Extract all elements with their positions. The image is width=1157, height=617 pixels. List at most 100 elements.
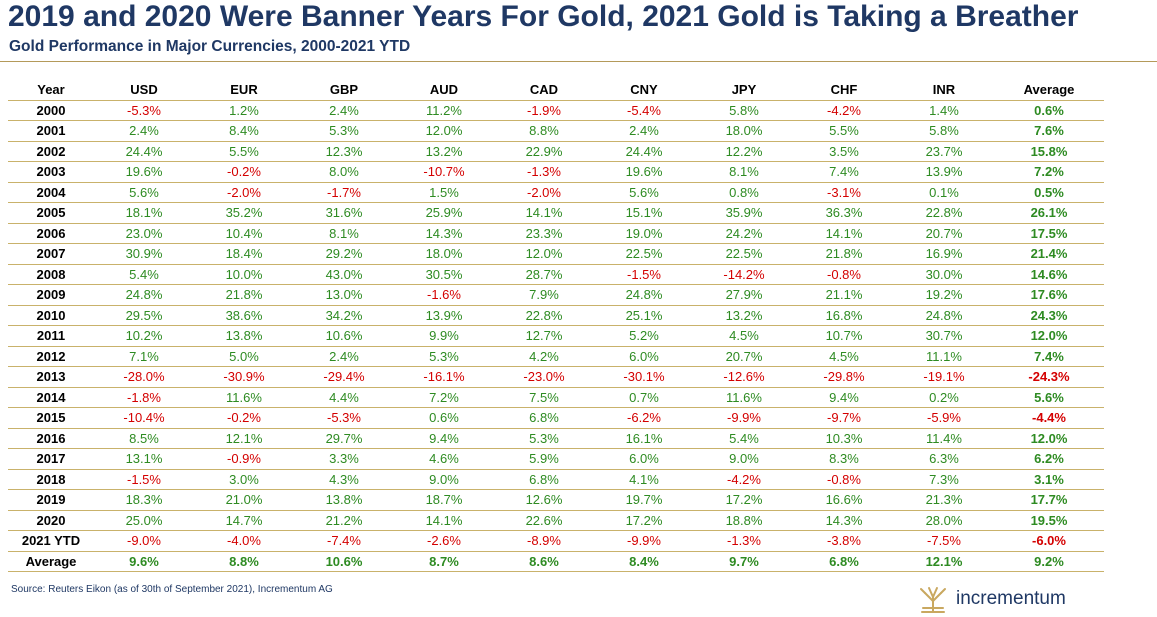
table-row: Average 9.6% 8.8% 10.6% 8.7% 8.6% 8.4% 9.7% 6.8%… — [8, 551, 1104, 572]
value-cell-eur: 13.8% — [194, 325, 294, 347]
value-cell-aud: 18.7% — [394, 489, 494, 511]
value-cell-eur: -30.9% — [194, 366, 294, 388]
value-cell-usd: -9.0% — [94, 530, 194, 552]
value-cell-eur: 8.8% — [194, 551, 294, 572]
value-cell-gbp: -1.7% — [294, 182, 394, 203]
value-cell-cad: 8.6% — [494, 551, 594, 572]
value-cell-usd: 5.4% — [94, 264, 194, 285]
value-cell-eur: 14.7% — [194, 510, 294, 531]
value-cell-chf: 3.5% — [794, 141, 894, 162]
value-cell-jpy: 17.2% — [694, 489, 794, 511]
value-cell-jpy: -12.6% — [694, 366, 794, 388]
value-cell-cny: 6.0% — [594, 346, 694, 367]
table-row: 2005 18.1% 35.2% 31.6% 25.9% 14.1% 15.1% 35.9% 3… — [8, 202, 1104, 224]
average-cell: -6.0% — [994, 530, 1104, 552]
value-cell-cad: 14.1% — [494, 202, 594, 224]
column-header-jpy: JPY — [694, 80, 794, 101]
value-cell-eur: -4.0% — [194, 530, 294, 552]
value-cell-inr: 12.1% — [894, 551, 994, 572]
year-cell: 2016 — [8, 428, 94, 449]
value-cell-aud: 14.1% — [394, 510, 494, 531]
column-header-gbp: GBP — [294, 80, 394, 101]
table-row: 2008 5.4% 10.0% 43.0% 30.5% 28.7% -1.5% -14.2% -… — [8, 264, 1104, 285]
table-row: 2000 -5.3% 1.2% 2.4% 11.2% -1.9% -5.4% 5.8% -4.2… — [8, 100, 1104, 121]
value-cell-cny: 19.7% — [594, 489, 694, 511]
value-cell-eur: 11.6% — [194, 387, 294, 408]
year-cell: 2006 — [8, 223, 94, 244]
column-header-year: Year — [8, 80, 94, 101]
year-cell: 2014 — [8, 387, 94, 408]
value-cell-inr: 16.9% — [894, 243, 994, 265]
year-cell: 2009 — [8, 284, 94, 306]
gold-performance-table-wrapper: Year USD EUR GBP AUD CAD CNY JPY CHF INR Average 2… — [8, 80, 1104, 572]
value-cell-gbp: 2.4% — [294, 346, 394, 367]
value-cell-cny: 5.6% — [594, 182, 694, 203]
value-cell-cad: 22.9% — [494, 141, 594, 162]
value-cell-gbp: 10.6% — [294, 551, 394, 572]
value-cell-eur: 3.0% — [194, 469, 294, 490]
table-row: 2007 30.9% 18.4% 29.2% 18.0% 12.0% 22.5% 22.5% 2… — [8, 243, 1104, 265]
value-cell-usd: 10.2% — [94, 325, 194, 347]
value-cell-jpy: 4.5% — [694, 325, 794, 347]
value-cell-inr: 0.2% — [894, 387, 994, 408]
year-cell: 2008 — [8, 264, 94, 285]
year-cell: 2000 — [8, 100, 94, 121]
value-cell-cad: 7.5% — [494, 387, 594, 408]
table-row: 2011 10.2% 13.8% 10.6% 9.9% 12.7% 5.2% 4.5% 10.7… — [8, 325, 1104, 347]
average-cell: 7.2% — [994, 161, 1104, 183]
value-cell-cny: 5.2% — [594, 325, 694, 347]
value-cell-chf: 16.6% — [794, 489, 894, 511]
value-cell-eur: 5.5% — [194, 141, 294, 162]
logo-text: incrementum — [956, 588, 1066, 609]
value-cell-gbp: 34.2% — [294, 305, 394, 326]
value-cell-aud: 8.7% — [394, 551, 494, 572]
value-cell-aud: 14.3% — [394, 223, 494, 244]
table-row: 2004 5.6% -2.0% -1.7% 1.5% -2.0% 5.6% 0.8% -3.1%… — [8, 182, 1104, 203]
average-cell: 17.5% — [994, 223, 1104, 244]
value-cell-cny: -5.4% — [594, 100, 694, 121]
value-cell-inr: -19.1% — [894, 366, 994, 388]
column-header-cad: CAD — [494, 80, 594, 101]
value-cell-jpy: 11.6% — [694, 387, 794, 408]
value-cell-inr: 13.9% — [894, 161, 994, 183]
value-cell-chf: -3.1% — [794, 182, 894, 203]
value-cell-gbp: -7.4% — [294, 530, 394, 552]
value-cell-cad: 6.8% — [494, 469, 594, 490]
value-cell-eur: 35.2% — [194, 202, 294, 224]
value-cell-inr: 20.7% — [894, 223, 994, 244]
value-cell-gbp: -5.3% — [294, 407, 394, 429]
value-cell-aud: -10.7% — [394, 161, 494, 183]
table-row: 2012 7.1% 5.0% 2.4% 5.3% 4.2% 6.0% 20.7% 4.5% 11.… — [8, 346, 1104, 367]
value-cell-usd: 9.6% — [94, 551, 194, 572]
value-cell-eur: -0.2% — [194, 407, 294, 429]
year-cell: 2017 — [8, 448, 94, 470]
value-cell-gbp: 8.0% — [294, 161, 394, 183]
year-cell: 2001 — [8, 120, 94, 142]
value-cell-chf: 10.7% — [794, 325, 894, 347]
value-cell-eur: 8.4% — [194, 120, 294, 142]
table-row: 2021 YTD -9.0% -4.0% -7.4% -2.6% -8.9% -9.9% -1… — [8, 530, 1104, 552]
value-cell-chf: 14.1% — [794, 223, 894, 244]
average-cell: 12.0% — [994, 325, 1104, 347]
year-cell: Average — [8, 551, 94, 572]
table-row: 2001 2.4% 8.4% 5.3% 12.0% 8.8% 2.4% 18.0% 5.5% 5.… — [8, 120, 1104, 142]
value-cell-cny: 15.1% — [594, 202, 694, 224]
value-cell-aud: -1.6% — [394, 284, 494, 306]
value-cell-inr: 7.3% — [894, 469, 994, 490]
column-header-average: Average — [994, 80, 1104, 101]
value-cell-eur: 38.6% — [194, 305, 294, 326]
tree-icon — [920, 587, 946, 613]
value-cell-aud: 9.0% — [394, 469, 494, 490]
value-cell-chf: 21.1% — [794, 284, 894, 306]
value-cell-cny: -30.1% — [594, 366, 694, 388]
value-cell-chf: 4.5% — [794, 346, 894, 367]
value-cell-cad: 8.8% — [494, 120, 594, 142]
value-cell-aud: 13.9% — [394, 305, 494, 326]
value-cell-usd: 7.1% — [94, 346, 194, 367]
value-cell-jpy: 8.1% — [694, 161, 794, 183]
value-cell-jpy: 5.4% — [694, 428, 794, 449]
value-cell-cad: -8.9% — [494, 530, 594, 552]
table-row: 2017 13.1% -0.9% 3.3% 4.6% 5.9% 6.0% 9.0% 8.3% 6.… — [8, 448, 1104, 470]
average-cell: 24.3% — [994, 305, 1104, 326]
value-cell-cny: 0.7% — [594, 387, 694, 408]
